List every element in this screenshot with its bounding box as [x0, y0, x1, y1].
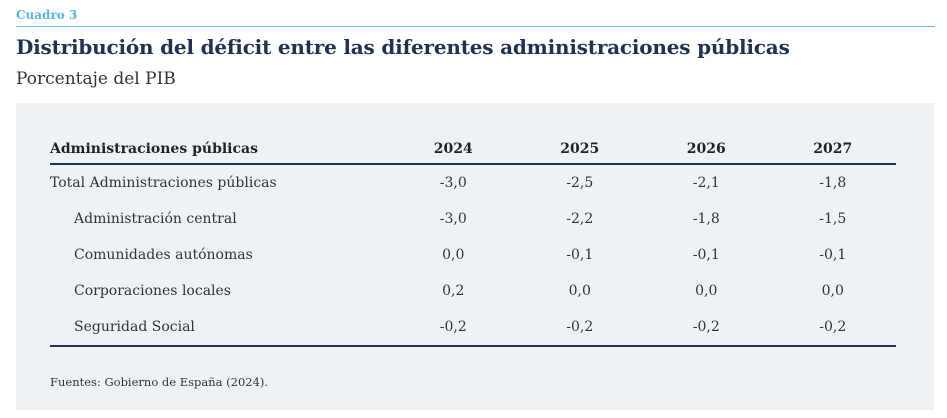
- table-row: Total Administraciones públicas -3,0 -2,5 -…: [50, 164, 896, 201]
- cell-value: -2,2: [566, 211, 594, 227]
- page-title: Distribución del déficit entre las difer…: [16, 35, 790, 59]
- header-row: Administraciones públicas 2024 2025 2026…: [50, 135, 896, 165]
- cell-value: -0,2: [516, 309, 643, 347]
- cell-value: 0,0: [442, 247, 465, 263]
- deficit-table: Administraciones públicas 2024 2025 2026…: [50, 135, 896, 347]
- row-label: Total Administraciones públicas: [50, 175, 277, 191]
- subtitle: Porcentaje del PIB: [16, 69, 176, 89]
- column-header: 2025: [516, 135, 643, 165]
- cell-value: -0,2: [769, 309, 896, 347]
- row-label: Corporaciones locales: [74, 283, 231, 299]
- cell-value: -1,8: [692, 211, 720, 227]
- table-row: Comunidades autónomas 0,0 -0,1 -0,1 -0,1: [50, 237, 896, 273]
- cell-value: 0,0: [568, 283, 591, 299]
- row-label: Comunidades autónomas: [74, 247, 253, 263]
- cell-value: -0,1: [819, 247, 847, 263]
- table-row: Administración central -3,0 -2,2 -1,8 -1,5: [50, 201, 896, 237]
- column-header: 2026: [643, 135, 770, 165]
- cell-value: -0,2: [390, 309, 517, 347]
- table-row: Seguridad Social -0,2 -0,2 -0,2 -0,2: [50, 309, 896, 347]
- cell-value: -3,0: [439, 211, 467, 227]
- column-header: 2027: [769, 135, 896, 165]
- table-row: Corporaciones locales 0,2 0,0 0,0 0,0: [50, 273, 896, 309]
- table-panel: Administraciones públicas 2024 2025 2026…: [16, 103, 934, 410]
- column-header: 2024: [390, 135, 517, 165]
- box-label: Cuadro 3: [16, 8, 78, 22]
- cell-value: 0,2: [442, 283, 465, 299]
- row-label: Seguridad Social: [50, 309, 390, 347]
- cell-value: 0,0: [821, 283, 844, 299]
- cell-value: -2,1: [692, 175, 720, 191]
- row-label: Administración central: [74, 211, 237, 227]
- cell-value: -2,5: [566, 175, 594, 191]
- cell-value: -0,2: [643, 309, 770, 347]
- divider: [16, 26, 935, 27]
- cell-value: -0,1: [692, 247, 720, 263]
- cell-value: 0,0: [695, 283, 718, 299]
- cell-value: -0,1: [566, 247, 594, 263]
- column-header: Administraciones públicas: [50, 135, 390, 165]
- cell-value: -3,0: [439, 175, 467, 191]
- cell-value: -1,8: [819, 175, 847, 191]
- source-note: Fuentes: Gobierno de España (2024).: [50, 375, 269, 389]
- cell-value: -1,5: [819, 211, 847, 227]
